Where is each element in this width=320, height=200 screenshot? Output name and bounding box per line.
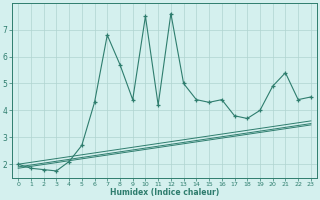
X-axis label: Humidex (Indice chaleur): Humidex (Indice chaleur) <box>110 188 219 197</box>
